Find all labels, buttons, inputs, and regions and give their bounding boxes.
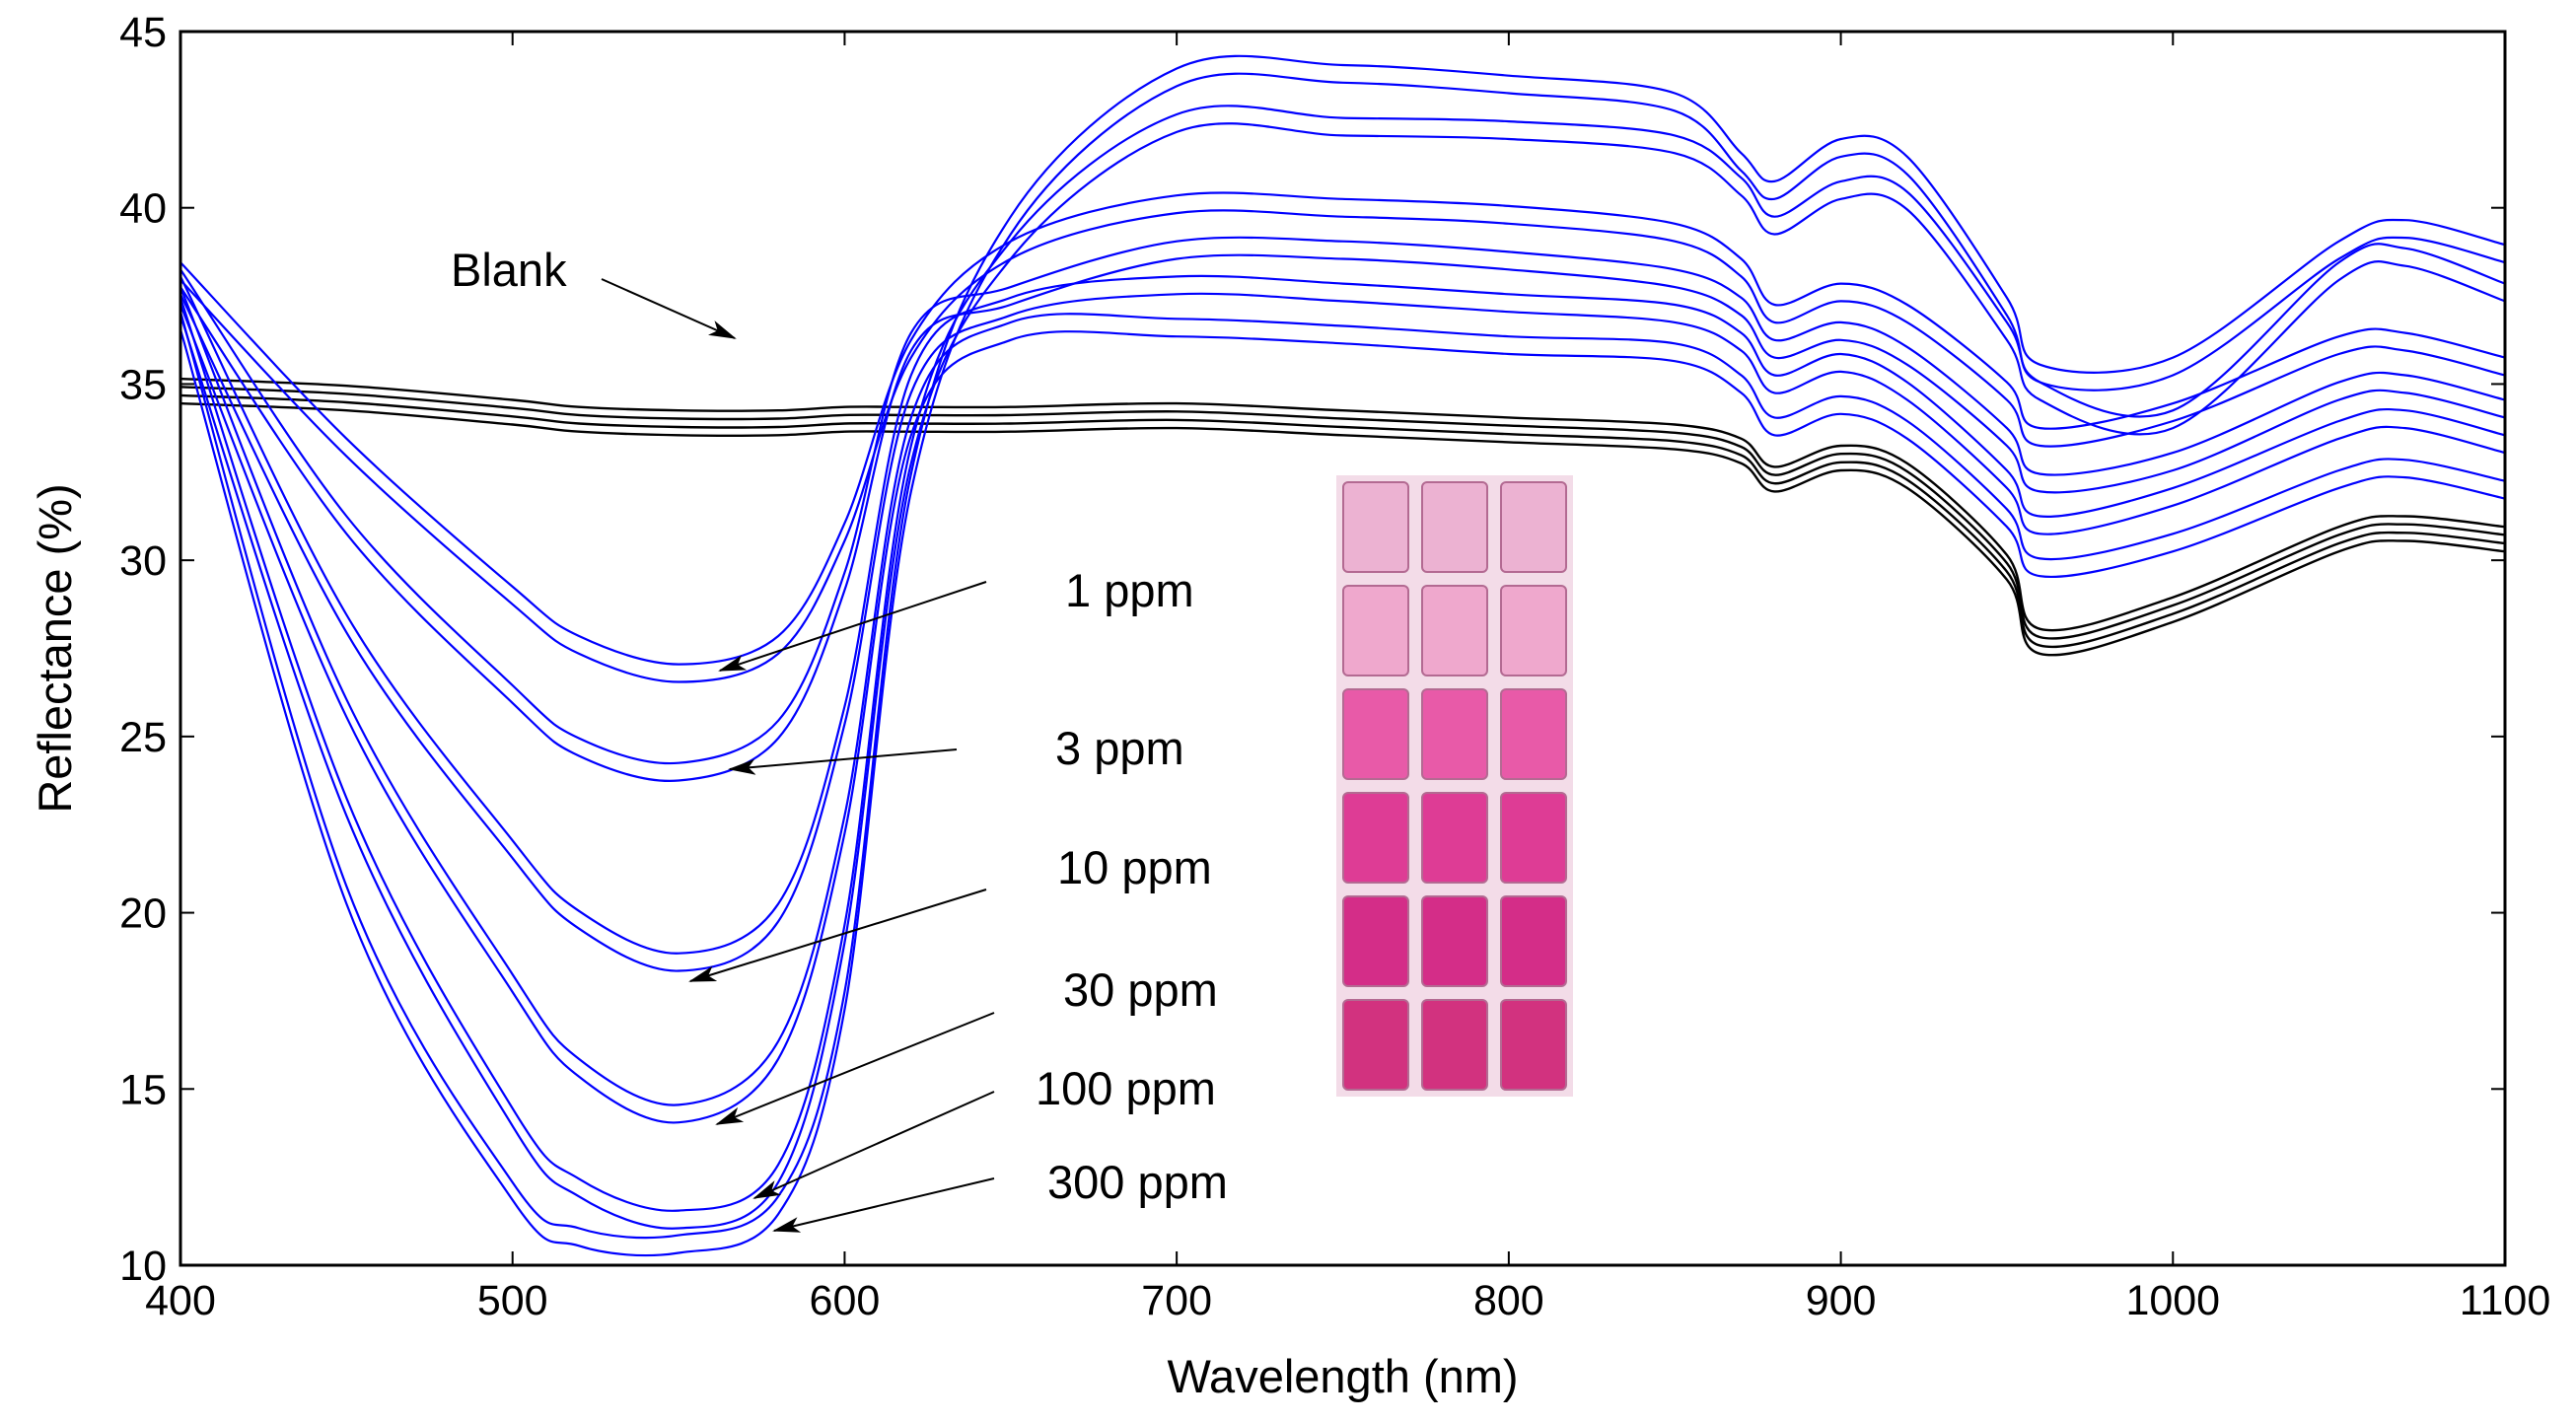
x-tick-label: 1000 (2125, 1277, 2220, 1324)
x-tick-label: 600 (810, 1277, 881, 1324)
sensor-swatch (1342, 895, 1409, 987)
axis-ticks: 400 500 600 700 800 900 1000 1100 10 15 20 25 30 35 40… (119, 9, 2550, 1324)
annotation-arrow-300-ppm (772, 1177, 995, 1233)
series-line-blank (179, 386, 2506, 640)
series-line-300-ppm (179, 54, 2506, 1240)
series-line-1-ppm (179, 209, 2506, 683)
series-line-blank (179, 393, 2506, 649)
annotation-label-3-ppm: 3 ppm (1055, 722, 1184, 774)
series-line-100-ppm (179, 122, 2506, 1230)
sensor-photo-inset (1336, 475, 1573, 1097)
annotation-label-10-ppm: 10 ppm (1057, 841, 1212, 893)
sensor-swatch (1342, 792, 1409, 884)
series-line-blank (179, 377, 2506, 632)
annotation-label-100-ppm: 100 ppm (1036, 1062, 1216, 1114)
y-tick-label: 10 (119, 1243, 167, 1290)
y-tick-label: 25 (119, 714, 167, 761)
x-tick-label: 700 (1141, 1277, 1212, 1324)
sensor-swatch (1500, 585, 1567, 676)
y-axis-label: Reflectance (%) (29, 483, 81, 813)
sensor-swatch (1500, 792, 1567, 884)
annotation-arrow-3-ppm (728, 748, 958, 775)
series-line-3-ppm (179, 253, 2506, 782)
sensor-swatch (1342, 688, 1409, 780)
y-tick-label: 30 (119, 537, 167, 585)
series-line-10-ppm (179, 292, 2506, 972)
series-lines (179, 54, 2506, 1257)
sensor-swatch (1421, 895, 1488, 987)
y-tick-label: 40 (119, 185, 167, 233)
series-line-1-ppm (179, 191, 2506, 666)
sensor-swatch (1500, 999, 1567, 1091)
annotation-label-blank: Blank (451, 244, 567, 296)
sensor-swatch (1342, 585, 1409, 676)
x-axis-label: Wavelength (nm) (1167, 1350, 1518, 1402)
y-tick-label: 20 (119, 890, 167, 938)
x-tick-label: 400 (145, 1277, 216, 1324)
sensor-swatch (1500, 895, 1567, 987)
series-line-30-ppm (179, 304, 2506, 1124)
series-line-3-ppm (179, 236, 2506, 765)
sensor-swatch (1421, 481, 1488, 573)
y-tick-label: 45 (119, 9, 167, 56)
sensor-swatch (1421, 999, 1488, 1091)
sensor-swatch (1500, 688, 1567, 780)
x-tick-label: 900 (1806, 1277, 1877, 1324)
annotation-label-300-ppm: 300 ppm (1047, 1156, 1228, 1208)
y-tick-label: 35 (119, 361, 167, 408)
plot-frame (179, 30, 2507, 1267)
y-tick-label: 15 (119, 1066, 167, 1113)
x-tick-label: 1100 (2460, 1277, 2550, 1324)
series-line-30-ppm (179, 286, 2506, 1106)
annotations: Blank 1 ppm 3 ppm 10 ppm 30 ppm 100 ppm 300 pp… (451, 244, 1228, 1233)
inset-photo (1336, 475, 1573, 1097)
annotation-arrow-10-ppm (688, 889, 987, 982)
annotation-label-30-ppm: 30 ppm (1063, 963, 1218, 1016)
sensor-swatch (1421, 585, 1488, 676)
annotation-arrow-blank (601, 278, 737, 339)
sensor-swatch (1421, 792, 1488, 884)
annotation-label-1-ppm: 1 ppm (1065, 564, 1194, 616)
annotation-arrow-30-ppm (715, 1012, 995, 1125)
x-tick-label: 500 (477, 1277, 548, 1324)
sensor-swatch (1421, 688, 1488, 780)
sensor-swatch (1342, 999, 1409, 1091)
series-line-10-ppm (179, 274, 2506, 955)
sensor-swatch (1342, 481, 1409, 573)
annotation-arrow-1-ppm (718, 581, 987, 672)
sensor-swatch (1500, 481, 1567, 573)
x-tick-label: 800 (1473, 1277, 1544, 1324)
series-line-blank (179, 401, 2506, 657)
annotation-arrow-100-ppm (752, 1091, 995, 1199)
series-line-300-ppm (179, 72, 2506, 1257)
